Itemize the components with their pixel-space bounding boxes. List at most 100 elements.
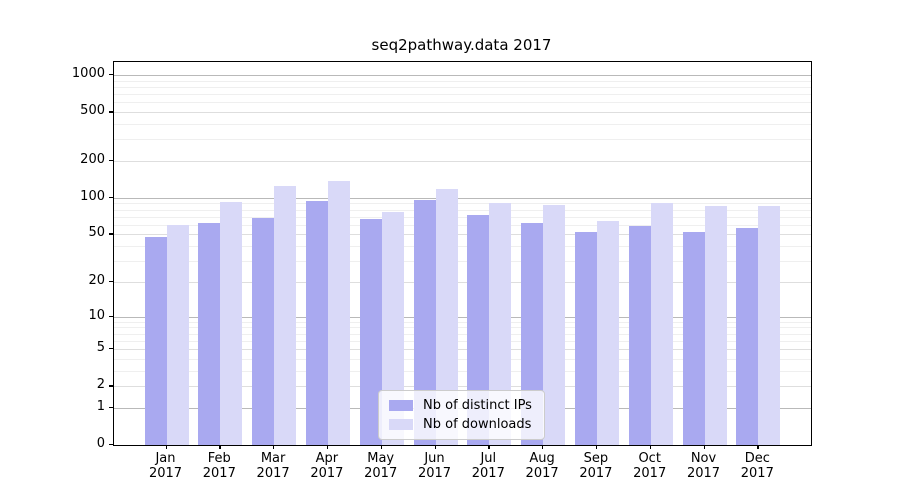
bar-distinct-ips — [628, 225, 651, 445]
x-axis-tick-label: Aug 2017 — [525, 451, 559, 482]
legend: Nb of distinct IPs Nb of downloads — [378, 390, 545, 440]
x-axis-tick — [380, 445, 383, 449]
bar-distinct-ips — [198, 223, 221, 445]
gridline-minor — [114, 102, 811, 104]
bar-downloads — [435, 189, 458, 445]
x-axis-tick-label: May 2017 — [364, 451, 398, 482]
x-axis-tick-label: Oct 2017 — [633, 451, 667, 482]
gridline-minor — [114, 358, 811, 360]
x-axis-tick — [488, 445, 490, 449]
bar-downloads — [596, 221, 619, 445]
bar-downloads — [327, 180, 350, 445]
x-axis-tick-label: Apr 2017 — [310, 451, 344, 482]
y-axis-tick — [109, 280, 113, 283]
bar-downloads — [543, 204, 566, 445]
x-axis-tick-label: Feb 2017 — [202, 451, 236, 482]
gridline-labeled — [114, 349, 811, 351]
legend-label-downloads: Nb of downloads — [423, 417, 532, 432]
x-axis-tick — [595, 445, 598, 449]
y-axis-tick — [109, 196, 113, 199]
legend-item-distinct-ips: Nb of distinct IPs — [389, 396, 532, 415]
bar-downloads — [704, 205, 727, 445]
x-axis-tick — [219, 445, 221, 449]
gridline-minor — [114, 261, 811, 263]
x-axis-tick-label: Jan 2017 — [148, 451, 183, 482]
x-axis-tick — [273, 445, 275, 449]
gridline-major — [114, 75, 811, 77]
bar-distinct-ips — [574, 232, 597, 445]
gridline-minor — [114, 86, 811, 88]
y-axis-tick — [109, 160, 113, 162]
bar-downloads — [758, 205, 781, 445]
y-axis-tick-label: 500 — [80, 103, 105, 119]
x-axis-tick — [326, 445, 329, 449]
x-axis-tick-label: Jul 2017 — [471, 451, 505, 482]
legend-swatch-distinct-ips — [389, 400, 413, 411]
gridline-minor — [114, 224, 811, 226]
gridline-minor — [114, 246, 811, 248]
x-axis-tick — [434, 445, 436, 449]
gridline-labeled — [114, 234, 811, 236]
y-axis-tick-label: 2 — [96, 377, 105, 393]
bar-distinct-ips — [736, 227, 759, 445]
bar-downloads — [220, 202, 243, 445]
gridline-minor — [114, 80, 811, 82]
gridline-labeled — [114, 386, 811, 388]
x-axis-tick — [703, 445, 705, 449]
y-axis-tick — [109, 348, 113, 350]
y-axis-tick — [109, 74, 113, 76]
gridline-labeled — [114, 161, 811, 163]
gridline-minor — [114, 94, 811, 96]
legend-item-downloads: Nb of downloads — [389, 415, 532, 434]
bar-distinct-ips — [682, 232, 705, 445]
bar-distinct-ips — [305, 200, 328, 445]
x-axis-tick — [649, 445, 652, 449]
y-axis-tick-label: 100 — [80, 188, 105, 204]
x-axis-tick — [757, 445, 759, 449]
x-axis-tick-label: Sep 2017 — [579, 451, 613, 482]
gridline-major — [114, 316, 811, 318]
y-axis-tick-label: 5 — [96, 340, 105, 356]
y-axis-tick — [109, 406, 113, 409]
bar-distinct-ips — [252, 218, 275, 445]
gridline-minor — [114, 370, 811, 372]
bar-distinct-ips — [144, 236, 167, 445]
gridline-minor — [114, 209, 811, 211]
x-axis-tick — [165, 445, 167, 449]
y-axis-tick-label: 20 — [88, 272, 105, 288]
bar-downloads — [274, 185, 297, 445]
bar-downloads — [650, 203, 673, 445]
y-axis-tick-label: 200 — [80, 152, 105, 168]
gridline-labeled — [114, 112, 811, 114]
gridline-minor — [114, 124, 811, 126]
bar-distinct-ips — [467, 214, 490, 445]
y-axis-tick — [109, 233, 113, 235]
gridline-minor — [114, 327, 811, 329]
x-axis-tick-label: Jun 2017 — [417, 451, 452, 482]
y-axis-tick-label: 10 — [88, 307, 105, 323]
y-axis-tick — [109, 111, 113, 113]
bar-distinct-ips — [359, 219, 382, 445]
chart-title: seq2pathway.data 2017 — [371, 36, 552, 54]
bar-downloads — [166, 224, 189, 445]
x-axis-tick-label: Dec 2017 — [740, 451, 774, 482]
x-axis-tick-label: Nov 2017 — [686, 451, 721, 482]
y-axis-tick — [109, 385, 113, 387]
gridline-minor — [114, 203, 811, 205]
bar-downloads — [381, 212, 404, 445]
bar-distinct-ips — [413, 200, 436, 445]
y-axis-tick-label: 1 — [96, 398, 105, 414]
gridline-minor — [114, 333, 811, 335]
gridline-minor — [114, 216, 811, 218]
gridline-labeled — [114, 281, 811, 283]
y-axis-tick — [109, 444, 113, 446]
y-axis-tick — [109, 315, 113, 317]
x-axis-tick-label: Mar 2017 — [256, 451, 290, 482]
gridline-minor — [114, 321, 811, 323]
bar-distinct-ips — [521, 223, 544, 445]
gridline-minor — [114, 139, 811, 141]
x-axis-tick — [542, 445, 544, 449]
bar-downloads — [489, 202, 512, 445]
y-axis-tick-label: 50 — [88, 225, 105, 241]
